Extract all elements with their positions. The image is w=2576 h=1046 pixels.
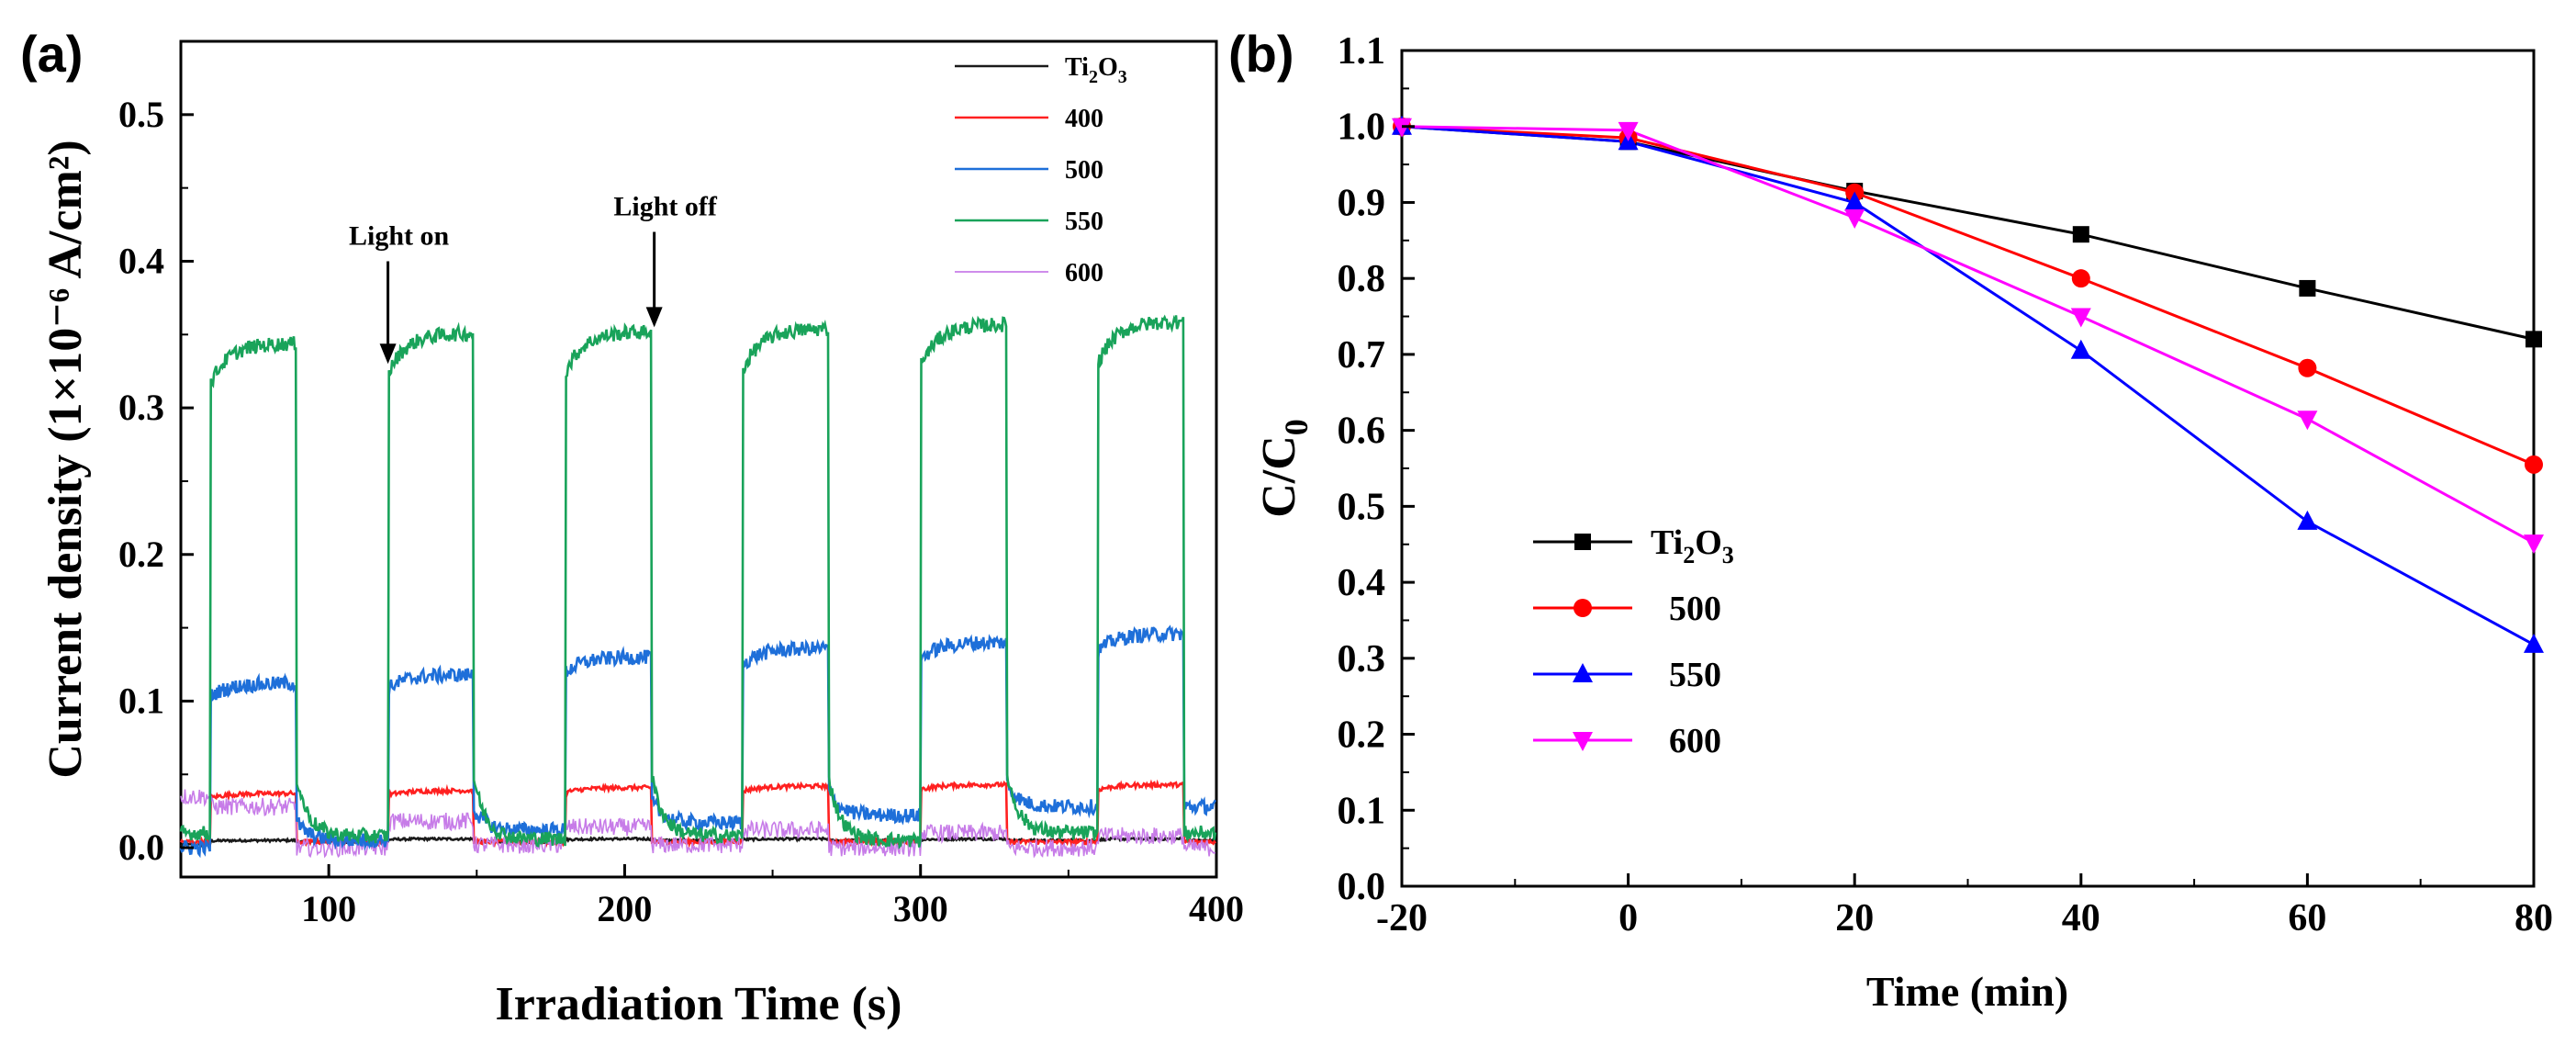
panel-b-y-axis-title-sub: 0 (1278, 419, 1315, 435)
legend-label-sub: 2 (1089, 67, 1098, 87)
panel-b-x-tick-label: 80 (2514, 897, 2553, 939)
panel-b-series-Ti2O3-point (2072, 226, 2089, 243)
panel-b-series-600-line (1401, 125, 2535, 545)
panel-b-series-500-point (2071, 269, 2090, 288)
panel-a-y-tick-label: 0.5 (118, 94, 164, 135)
panel-a-legend-label-600: 600 (1065, 259, 1103, 287)
panel-b-y-tick-label: 0.6 (1338, 411, 1386, 453)
panel-b-series-Ti2O3-line (1401, 125, 2535, 341)
panel-b-y-tick-label: 0.0 (1338, 866, 1386, 908)
legend-label-part: O (1098, 53, 1118, 82)
legend-label-part: O (1695, 523, 1722, 562)
panel-a-legend-label-Ti2O3: Ti2O3 (1065, 53, 1127, 87)
panel-b-y-tick-label: 0.5 (1338, 486, 1386, 528)
panel-b-series-550-point (1844, 191, 1865, 211)
panel-a-legend-label-550: 550 (1065, 208, 1103, 236)
panel-a-series-500-line (179, 624, 1217, 859)
panel-b-y-tick-label: 1.0 (1338, 107, 1386, 149)
panel-a-x-tick-label: 100 (301, 888, 356, 929)
panel-b-series-500-point (2298, 358, 2317, 377)
panel-b-plot-frame (1400, 49, 2536, 888)
panel-b-series-500-line (1401, 125, 2535, 467)
panel-b-series-600-point (1618, 121, 1639, 141)
panel-b-legend-label-Ti2O3: Ti2O3 (1651, 523, 1734, 568)
panel-a-axes: 100 200 300 400 0.0 0.1 0.2 0.3 0.4 0.5 (118, 40, 1244, 929)
panel-b-legend-label-600: 600 (1669, 722, 1721, 760)
panel-b-series-550-point (2524, 633, 2544, 653)
panel-b-y-tick-label: 0.2 (1338, 714, 1386, 757)
panel-a-legend-label-500: 500 (1065, 156, 1103, 185)
panel-a-series-600-line (180, 789, 1216, 859)
panel-b-legend-label-500: 500 (1669, 590, 1721, 628)
panel-a-legend-label-400: 400 (1065, 105, 1103, 133)
panel-b-y-tick-label: 1.1 (1338, 30, 1386, 73)
panel-b-series-550-point (2070, 339, 2091, 359)
panel-a-annotation-arrow-head (379, 343, 397, 365)
panel-b-legend-swatch-marker-Ti2O3 (1574, 534, 1591, 550)
panel-b-y-tick-label: 0.1 (1338, 790, 1386, 832)
panel-a-series-550-line (179, 314, 1217, 849)
panel-b-x-axis-title: Time (min) (1866, 968, 2068, 1015)
panel-b: (b) -20 0 20 40 60 800.00.10.20.30.40.50.60.7… (1228, 25, 2553, 1015)
panel-b-legend-swatch-marker-550 (1573, 663, 1593, 682)
panel-a-annotation-label: Light off (613, 192, 718, 222)
panel-a-annotation-label: Light on (349, 220, 450, 251)
panel-b-y-tick-label: 0.3 (1338, 638, 1386, 680)
panel-b-y-tick-label: 0.9 (1338, 182, 1386, 224)
legend-label-part: Ti (1065, 53, 1089, 82)
panel-b-series-550-point (2297, 510, 2318, 530)
panel-b-series-group (1392, 115, 2544, 653)
panel-a-series-group (179, 314, 1217, 859)
panel-a-plot-frame (179, 39, 1218, 879)
panel-a-label: (a) (20, 25, 83, 83)
panel-b-axes: -20 0 20 40 60 80 0.0 0.1 0.2 0.3 0.4 0.5 0.6 0.7 0.8 0… (1338, 30, 2554, 939)
panel-a-y-tick-label: 0.1 (118, 680, 164, 721)
panel-b-x-tick-label: 40 (2062, 897, 2100, 939)
legend-label-part: Ti (1651, 523, 1683, 562)
panel-b-y-axis-title-base: C/C (1253, 435, 1305, 518)
panel-b-series-550-line (1401, 125, 2535, 647)
panel-b-legend-label-550: 550 (1669, 656, 1721, 694)
panel-a: (a) 100 200 300 400 0.0 0.1 0.2 0.3 0.4 0.5 Light… (20, 25, 1244, 1030)
panel-b-y-tick-label: 0.8 (1338, 258, 1386, 300)
panel-b-x-tick-label: 20 (1835, 897, 1874, 939)
panel-a-annotations: Light on Light off (349, 192, 718, 365)
panel-a-y-axis-title: Current density (1×10⁻⁶ A/cm²) (39, 140, 92, 778)
panel-b-series-Ti2O3-point (2299, 279, 2316, 297)
legend-label-sub: 2 (1683, 542, 1695, 568)
panel-b-legend-swatch-marker-500 (1574, 599, 1592, 617)
panel-b-series-600-point (1844, 209, 1865, 229)
panel-a-x-tick-label: 300 (893, 888, 948, 929)
panel-a-x-axis-title: Irradiation Time (s) (496, 978, 902, 1030)
panel-a-y-tick-label: 0.3 (118, 387, 164, 428)
panel-a-y-tick-label: 0.4 (118, 240, 164, 281)
panel-a-x-tick-label: 400 (1189, 888, 1244, 929)
panel-b-series-Ti2O3-point (2526, 331, 2542, 348)
panel-b-series-600-point (2070, 308, 2091, 328)
panel-a-y-tick-label: 0.2 (118, 534, 164, 575)
panel-a-x-tick-label: 200 (597, 888, 652, 929)
panel-b-y-axis-title: C/C0 (1253, 419, 1315, 518)
panel-a-y-tick-label: 0.0 (118, 827, 164, 868)
panel-b-label: (b) (1228, 25, 1294, 83)
panel-b-x-tick-label: 0 (1618, 897, 1638, 939)
panel-b-x-tick-label: -20 (1376, 897, 1428, 939)
panel-a-annotation-arrow-head (645, 307, 663, 328)
panel-b-x-tick-label: 60 (2288, 897, 2326, 939)
panel-a-legend: Ti2O3 400 500 550 600 (955, 53, 1127, 287)
panel-b-series-600-point (2297, 411, 2318, 431)
panel-b-series-600-point (2524, 534, 2544, 555)
panel-b-y-tick-label: 0.7 (1338, 334, 1386, 377)
legend-label-sub: 3 (1722, 542, 1734, 568)
panel-b-y-tick-label: 0.4 (1338, 562, 1386, 604)
panel-b-series-500-point (2525, 455, 2543, 474)
legend-label-sub: 3 (1118, 67, 1127, 87)
panel-b-legend-swatch-marker-600 (1573, 732, 1593, 751)
